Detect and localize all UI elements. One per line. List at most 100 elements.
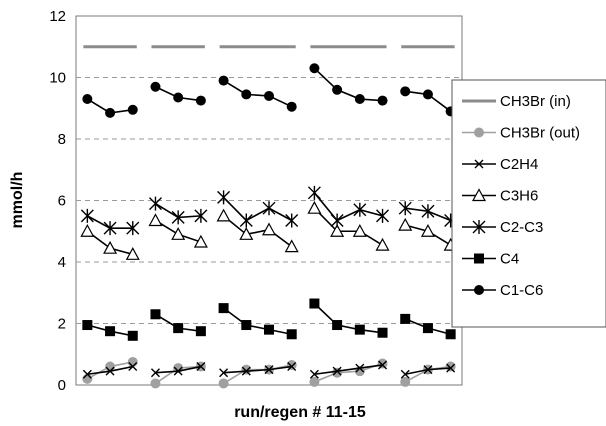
grid-lines xyxy=(76,77,462,324)
marker-x xyxy=(219,368,229,378)
series-c2h4 xyxy=(82,360,456,379)
marker-triangle xyxy=(171,227,186,240)
legend-label: CH3Br (in) xyxy=(500,93,571,110)
series-c1-c6 xyxy=(82,63,456,118)
marker-square xyxy=(218,303,229,314)
marker-asterisk xyxy=(239,213,253,228)
marker-circle xyxy=(309,376,320,387)
marker-circle xyxy=(377,358,388,369)
marker-x xyxy=(287,362,297,372)
y-tick-label: 6 xyxy=(58,193,66,210)
marker-square xyxy=(82,320,93,331)
marker-square xyxy=(264,324,274,335)
marker-asterisk xyxy=(103,221,117,236)
legend-item: C4 xyxy=(462,251,519,268)
marker-triangle xyxy=(239,227,254,240)
marker-square xyxy=(400,313,411,324)
marker-x xyxy=(332,366,342,376)
marker-triangle xyxy=(125,247,140,260)
marker-square xyxy=(127,330,138,341)
marker-circle xyxy=(82,373,93,384)
marker-triangle xyxy=(103,240,118,254)
marker-circle xyxy=(377,95,388,106)
series-line xyxy=(223,307,292,336)
legend-item: C2H4 xyxy=(462,156,538,173)
marker-x xyxy=(173,366,183,376)
marker-circle xyxy=(286,101,297,112)
marker-x xyxy=(446,363,456,373)
marker-asterisk xyxy=(472,220,486,234)
marker-triangle xyxy=(307,200,322,214)
y-tick-label: 4 xyxy=(58,254,66,271)
legend-item: C2-C3 xyxy=(462,219,543,236)
series-line xyxy=(223,79,293,108)
marker-triangle xyxy=(352,223,367,237)
series-c3h6 xyxy=(80,200,458,260)
legend-label: CH3Br (out) xyxy=(500,125,580,142)
marker-circle xyxy=(241,364,252,375)
marker-x xyxy=(150,368,160,378)
marker-asterisk xyxy=(398,201,412,216)
marker-asterisk xyxy=(307,185,321,200)
series-line xyxy=(313,192,383,222)
legend-label: C4 xyxy=(500,251,519,268)
legend-label: C3H6 xyxy=(500,188,538,205)
marker-square xyxy=(354,324,365,335)
marker-square xyxy=(332,320,343,331)
marker-circle xyxy=(474,285,484,295)
series-line xyxy=(313,67,383,102)
legend-label: C1-C6 xyxy=(500,282,543,299)
marker-triangle xyxy=(375,237,390,251)
marker-square xyxy=(309,298,320,309)
marker-asterisk xyxy=(330,213,344,228)
marker-triangle xyxy=(330,223,345,237)
series-line xyxy=(223,365,292,374)
marker-triangle xyxy=(284,239,299,253)
series-line xyxy=(313,302,383,334)
y-tick-label: 0 xyxy=(58,377,66,394)
marker-circle xyxy=(127,104,138,115)
marker-triangle xyxy=(193,234,208,248)
legend: CH3Br (in) CH3Br (out) C2H4 C3H6 C2-C3 C4 C1-C… xyxy=(451,79,606,328)
series-line xyxy=(223,215,293,248)
marker-circle xyxy=(422,89,433,100)
marker-asterisk xyxy=(285,213,299,228)
marker-triangle xyxy=(80,223,95,237)
marker-circle xyxy=(195,95,206,106)
y-tick-label: 2 xyxy=(58,316,66,333)
marker-asterisk xyxy=(194,208,208,223)
series-line xyxy=(223,196,293,222)
marker-x xyxy=(378,360,388,370)
marker-x xyxy=(105,366,115,376)
marker-asterisk xyxy=(217,190,231,205)
y-tick-label: 12 xyxy=(49,8,66,25)
marker-square xyxy=(195,326,206,337)
marker-square xyxy=(377,327,388,338)
marker-x xyxy=(196,362,206,372)
legend-label: C2-C3 xyxy=(500,219,543,236)
marker-asterisk xyxy=(126,221,140,236)
marker-triangle xyxy=(148,213,163,227)
marker-circle xyxy=(150,378,161,389)
marker-circle xyxy=(309,63,320,74)
marker-x xyxy=(400,369,410,379)
marker-circle xyxy=(173,92,184,103)
marker-circle xyxy=(400,376,411,387)
marker-square xyxy=(241,320,252,331)
marker-x xyxy=(128,362,138,372)
legend-item: CH3Br (out) xyxy=(462,125,580,142)
marker-asterisk xyxy=(421,204,435,219)
marker-circle xyxy=(218,378,229,389)
marker-square xyxy=(105,326,116,337)
legend-item: C1-C6 xyxy=(462,282,543,299)
marker-circle xyxy=(400,86,411,97)
marker-square xyxy=(173,323,184,334)
marker-asterisk xyxy=(376,208,390,223)
y-tick-label: 10 xyxy=(49,70,66,87)
y-axis-title: mmol/h xyxy=(9,172,26,229)
marker-x xyxy=(474,159,484,169)
legend-label: C2H4 xyxy=(500,156,538,173)
marker-triangle xyxy=(398,217,413,231)
marker-circle xyxy=(445,361,456,372)
